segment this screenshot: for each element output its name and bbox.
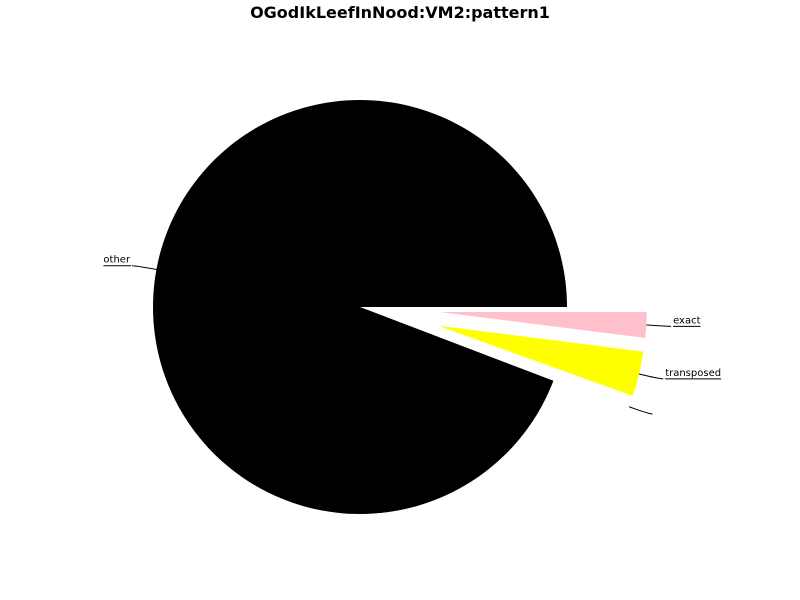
pie-labels: exact transposed other	[103, 255, 722, 415]
leader-line-unlabeled	[628, 406, 653, 415]
slice-label-exact: exact	[673, 315, 701, 326]
pie-slice-transposed	[437, 325, 644, 396]
pie-slices	[153, 99, 647, 514]
pie-slice-unlabeled	[435, 334, 630, 409]
leader-line-exact	[646, 324, 672, 327]
leader-line-other	[132, 265, 157, 270]
pie-slice-other	[153, 99, 567, 514]
slice-label-transposed: transposed	[665, 368, 721, 379]
leader-line-transposed	[638, 373, 664, 380]
slice-label-other: other	[103, 255, 131, 266]
pie-slice-exact	[439, 312, 647, 338]
chart-title: OGodIkLeefInNood:VM2:pattern1	[250, 3, 550, 22]
